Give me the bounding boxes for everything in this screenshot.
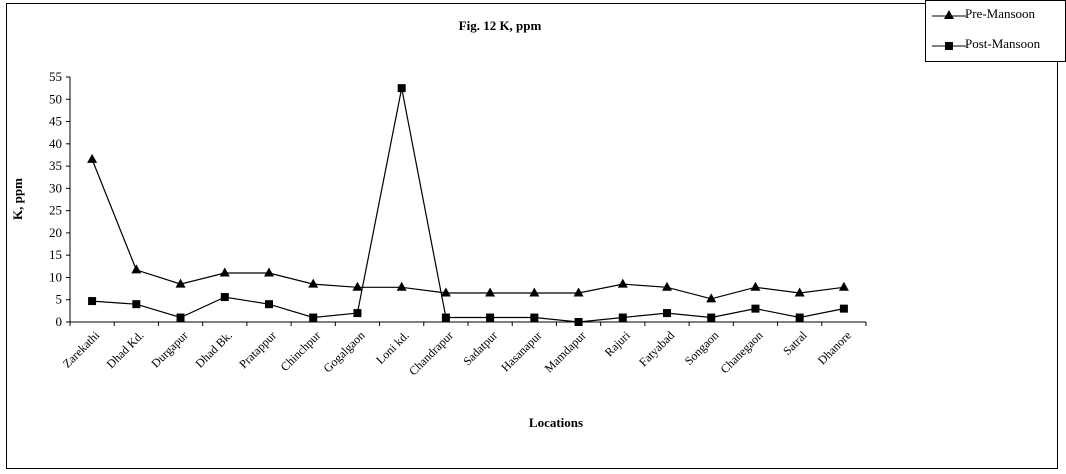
data-point (618, 313, 627, 322)
x-tick-label: Chandrapur (406, 328, 456, 378)
x-tick-label: Pratappur (236, 328, 279, 371)
series-line-0 (91, 159, 844, 300)
x-axis-label: Locations (529, 415, 583, 430)
legend-label: Post-Mansoon (965, 36, 1041, 51)
x-tick-label: Gogalgaon (320, 328, 367, 375)
y-axis: 0 5 10 15 20 25 30 35 40 45 50 55 (49, 69, 71, 329)
data-point (751, 304, 760, 313)
data-point (352, 281, 363, 291)
x-axis: Zarekathi Dhad Kd. Durgapur Dhad Bk. Pratapp… (60, 321, 867, 378)
data-point (264, 267, 274, 277)
y-tick-label: 10 (49, 269, 62, 284)
chart-title: Fig. 12 K, ppm (458, 18, 542, 33)
series-line-1 (92, 87, 845, 323)
data-point (663, 309, 671, 318)
data-point (573, 287, 584, 297)
data-point (176, 313, 185, 322)
data-point (396, 281, 407, 291)
x-tick-label: Dhad Bk. (192, 328, 234, 370)
y-tick-label: 40 (49, 136, 62, 151)
data-point (485, 287, 496, 297)
data-point (486, 313, 495, 322)
data-point (839, 304, 848, 313)
y-tick-label: 55 (49, 69, 62, 84)
data-point (308, 278, 319, 288)
x-tick-label: Rajuri (602, 328, 634, 360)
data-point (397, 84, 406, 93)
legend: Pre-Mansoon Post-Mansoon (925, 0, 1066, 62)
legend-item-post-mansoon: Post-Mansoon (926, 33, 1066, 59)
data-point (132, 300, 141, 309)
data-point (87, 153, 98, 163)
y-axis-label: K, ppm (10, 178, 25, 220)
data-point (175, 278, 186, 288)
series-group (87, 84, 849, 326)
data-point (617, 278, 628, 288)
x-tick-label: Chinchpur (278, 328, 324, 374)
data-point (662, 281, 672, 291)
data-point (353, 309, 362, 318)
y-tick-label: 5 (56, 292, 63, 307)
y-tick-label: 20 (49, 225, 62, 240)
triangle-marker-icon (932, 10, 966, 19)
y-tick-label: 50 (49, 91, 62, 106)
x-tick-label: Durgapur (148, 328, 190, 370)
x-tick-label: Hasanapur (498, 328, 544, 374)
y-tick-label: 30 (49, 180, 62, 195)
x-tick-label: Satral (780, 328, 810, 358)
data-point (795, 313, 804, 322)
x-tick-label: Dhad Kd. (104, 328, 147, 371)
data-point (574, 318, 583, 326)
x-tick-label: Sadatpur (460, 328, 500, 368)
data-point (88, 297, 97, 306)
data-point (707, 313, 716, 322)
y-tick-label: 25 (49, 203, 62, 218)
data-point (838, 281, 849, 291)
square-marker-icon (932, 42, 966, 50)
data-point (131, 264, 142, 274)
legend-label: Pre-Mansoon (965, 6, 1036, 21)
data-point (530, 313, 539, 322)
data-point (440, 287, 451, 297)
data-point (706, 293, 717, 303)
data-point (219, 267, 230, 277)
data-point (750, 281, 761, 291)
x-tick-label: Chanegaon (717, 328, 765, 376)
y-tick-label: 15 (49, 247, 62, 262)
x-tick-label: Dhanore (815, 328, 854, 367)
data-point (441, 313, 450, 322)
y-tick-label: 35 (49, 158, 62, 173)
x-tick-label: Loni kd. (373, 328, 412, 367)
data-point (265, 300, 273, 309)
y-tick-label: 0 (56, 314, 63, 329)
x-tick-label: Fatyabad (636, 328, 677, 369)
legend-item-pre-mansoon: Pre-Mansoon (926, 3, 1066, 29)
y-tick-label: 45 (49, 114, 62, 129)
x-tick-label: Songaon (682, 328, 722, 368)
x-tick-label: Zarekathi (60, 328, 103, 371)
chart-frame (6, 3, 1058, 469)
data-point (529, 287, 540, 297)
data-point (309, 313, 318, 322)
data-point (794, 287, 805, 297)
data-point (220, 293, 229, 302)
x-tick-label: Mamdapur (542, 328, 589, 375)
